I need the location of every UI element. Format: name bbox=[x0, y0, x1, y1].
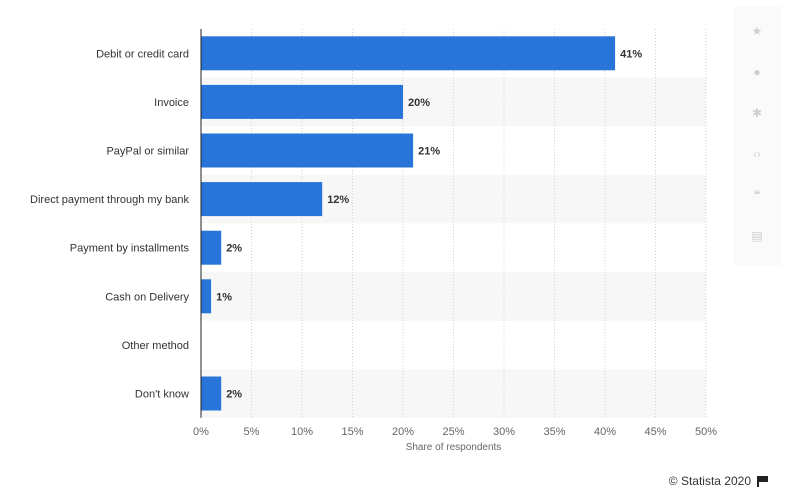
x-tick-label: 25% bbox=[442, 426, 464, 438]
flag-icon[interactable] bbox=[757, 476, 768, 487]
x-tick-label: 35% bbox=[543, 426, 565, 438]
x-tick-label: 20% bbox=[392, 426, 414, 438]
category-label: Direct payment through my bank bbox=[30, 194, 189, 206]
x-tick-label: 50% bbox=[695, 426, 717, 438]
chart-toolbar: ★ ● ✱ ‹› ❝ ▤ bbox=[733, 6, 781, 266]
print-icon[interactable]: ▤ bbox=[751, 228, 763, 243]
data-label: 20% bbox=[408, 97, 430, 109]
x-tick-label: 10% bbox=[291, 426, 313, 438]
bar bbox=[201, 133, 414, 168]
data-label: 41% bbox=[620, 48, 642, 60]
x-tick-label: 5% bbox=[244, 426, 260, 438]
bar bbox=[201, 230, 222, 265]
x-tick-label: 15% bbox=[341, 426, 363, 438]
data-label: 1% bbox=[216, 291, 232, 303]
category-label: Other method bbox=[122, 340, 189, 352]
x-tick-label: 0% bbox=[193, 426, 209, 438]
bar bbox=[201, 182, 323, 217]
category-label: Debit or credit card bbox=[96, 48, 189, 60]
data-label: 12% bbox=[327, 194, 349, 206]
bar bbox=[201, 376, 222, 411]
x-tick-label: 30% bbox=[493, 426, 515, 438]
category-label: Payment by installments bbox=[70, 243, 190, 255]
data-label: 21% bbox=[418, 146, 440, 158]
credit-text[interactable]: © Statista 2020 bbox=[668, 474, 751, 488]
share-icon[interactable]: ‹› bbox=[753, 146, 761, 161]
x-tick-label: 40% bbox=[594, 426, 616, 438]
data-label: 2% bbox=[226, 389, 242, 401]
x-axis-title: Share of respondents bbox=[406, 442, 502, 453]
category-label: PayPal or similar bbox=[106, 146, 189, 158]
bar bbox=[201, 36, 616, 71]
category-label: Invoice bbox=[154, 97, 189, 109]
category-label: Cash on Delivery bbox=[105, 291, 189, 303]
quote-icon[interactable]: ❝ bbox=[753, 187, 761, 202]
bar bbox=[201, 279, 212, 314]
category-label: Don't know bbox=[135, 389, 189, 401]
star-icon[interactable]: ★ bbox=[751, 23, 763, 38]
statista-credit: © Statista 2020 bbox=[668, 474, 768, 488]
gear-icon[interactable]: ✱ bbox=[751, 105, 763, 120]
data-label: 2% bbox=[226, 243, 242, 255]
bar bbox=[201, 84, 403, 119]
bell-icon[interactable]: ● bbox=[753, 64, 761, 79]
x-tick-label: 45% bbox=[644, 426, 666, 438]
